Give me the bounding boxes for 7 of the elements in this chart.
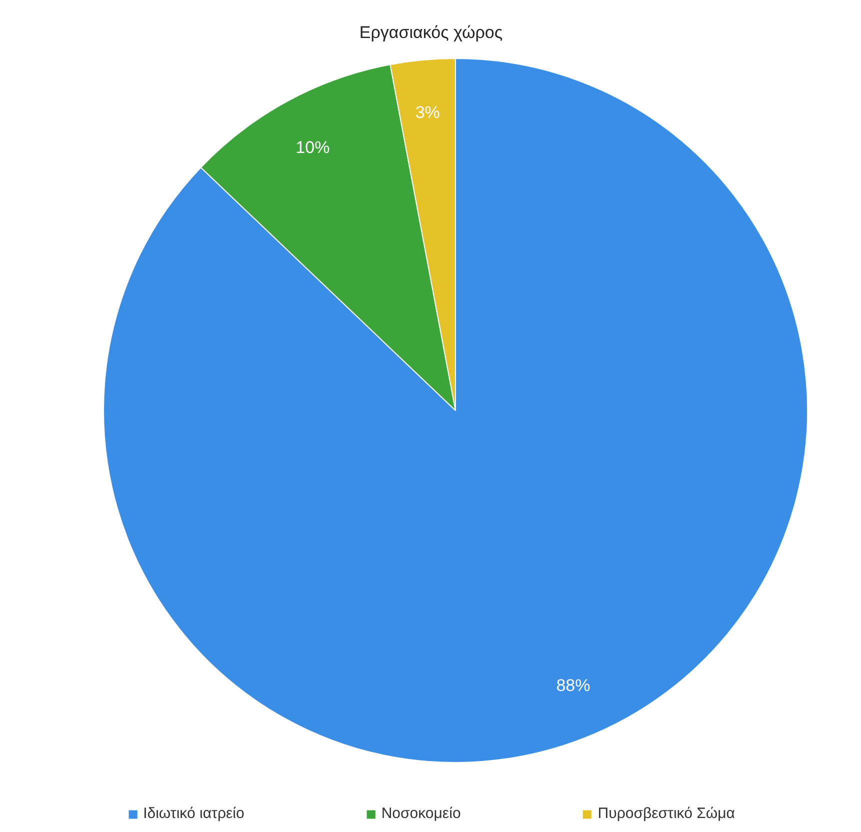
legend-label: Νοσοκομείο xyxy=(381,805,461,822)
data-label: 88% xyxy=(556,676,590,696)
chart-title: Εργασιακός χώρος xyxy=(359,23,503,42)
data-label: 3% xyxy=(415,103,440,122)
data-label: 10% xyxy=(296,138,330,158)
legend-label: Ιδιωτικό ιατρείο xyxy=(143,805,244,822)
legend-label: Πυροσβεστικό Σώμα xyxy=(598,805,735,822)
